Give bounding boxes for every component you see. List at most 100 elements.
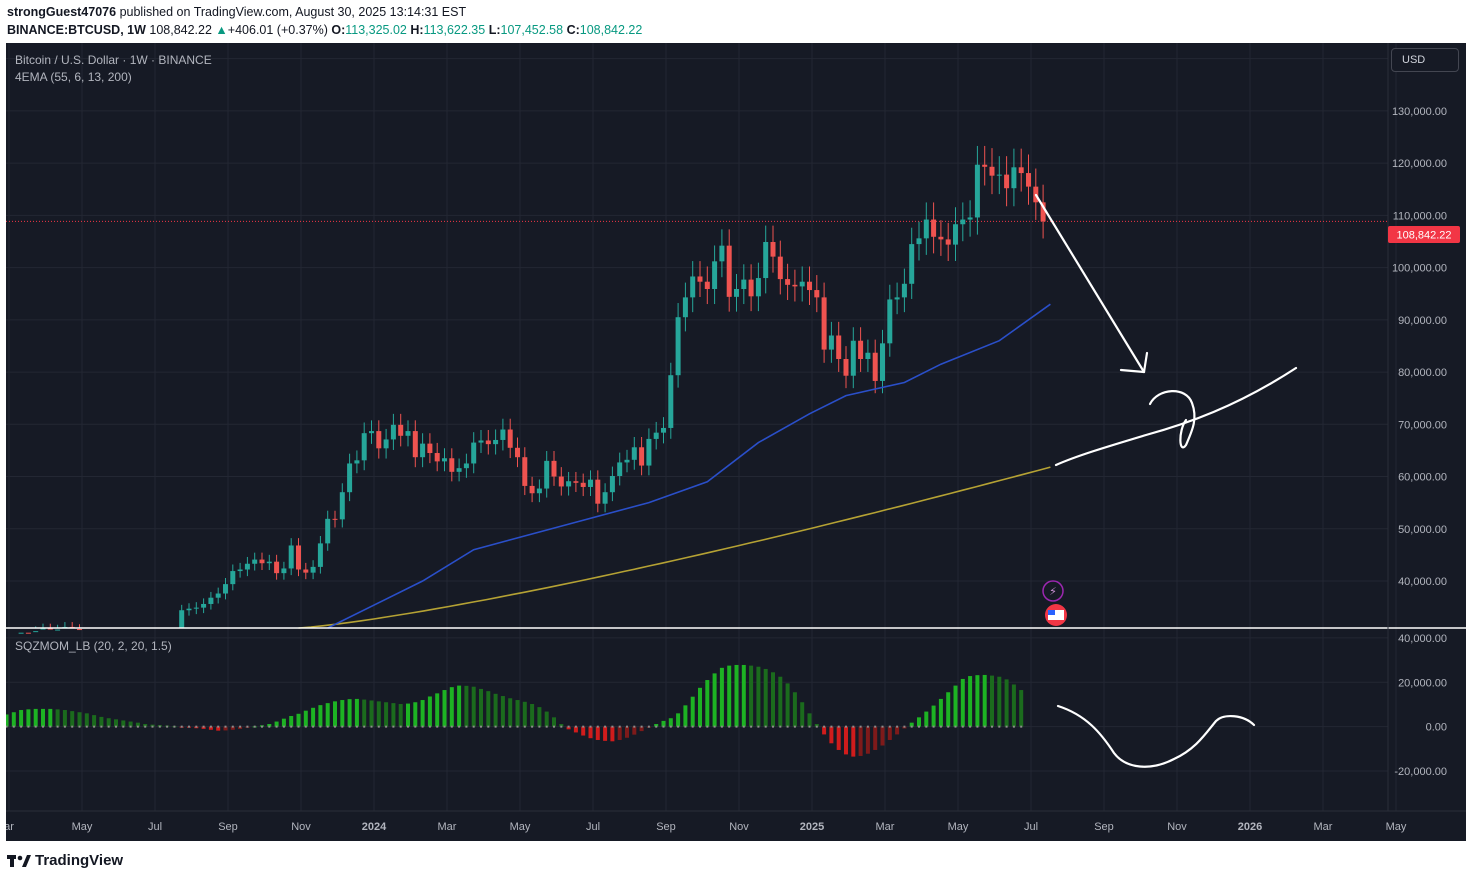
squeeze-dot (421, 725, 424, 728)
sqz-legend[interactable]: SQZMOM_LB (20, 2, 20, 1.5) (15, 639, 172, 653)
squeeze-dot (998, 725, 1001, 728)
time-tick: 2024 (362, 821, 387, 833)
candle (463, 453, 469, 478)
svg-text:⚡: ⚡ (1049, 585, 1057, 598)
squeeze-dot (567, 725, 570, 728)
time-tick: Jul (586, 821, 600, 833)
momentum-bar (719, 667, 724, 727)
momentum-bar (84, 713, 89, 727)
price-label-box (1388, 226, 1460, 243)
squeeze-dot (633, 725, 636, 728)
momentum-bar (333, 701, 337, 727)
candle (807, 266, 812, 306)
momentum-bar (274, 721, 279, 727)
candle (967, 200, 973, 237)
candle (799, 266, 805, 302)
squeeze-dot (107, 725, 110, 728)
candle (529, 476, 535, 503)
ema-legend[interactable]: 4EMA (55, 6, 13, 200) (15, 70, 132, 84)
event-markers[interactable]: ⚡ (1042, 580, 1067, 626)
low-label: L: (488, 23, 501, 37)
candle (193, 602, 199, 615)
candle (617, 452, 623, 486)
squeeze-dot (385, 725, 388, 728)
candle (726, 229, 732, 312)
tradingview-logo-icon (7, 854, 31, 867)
squeeze-dot (209, 725, 212, 728)
squeeze-dot (450, 725, 453, 728)
candle (1011, 148, 1017, 207)
momentum-bar (844, 726, 848, 755)
time-tick: Sep (656, 821, 676, 833)
candle (602, 483, 608, 513)
squeeze-dot (830, 725, 833, 728)
squeeze-dot (823, 725, 826, 728)
momentum-bar (617, 726, 622, 740)
momentum-bar (281, 718, 286, 727)
squeeze-dot (224, 725, 227, 728)
momentum-bar (851, 726, 856, 757)
momentum-bar (62, 710, 67, 727)
momentum-tick: 20,000.00 (1398, 677, 1447, 689)
momentum-bar (223, 726, 228, 731)
squeeze-dot (12, 725, 15, 728)
candle (916, 221, 922, 261)
momentum-bar (990, 675, 994, 727)
chart-canvas[interactable]: 40,000.00 50,000.00 60,000.00 70,000.00 80,0… (6, 43, 1466, 841)
candle (412, 420, 418, 468)
momentum-bar (457, 685, 462, 727)
footer-brand[interactable]: TradingView (35, 852, 124, 869)
momentum-bar (33, 708, 38, 727)
momentum-bar (763, 668, 768, 727)
momentum-bar (705, 680, 710, 727)
candle (909, 227, 915, 299)
squeeze-dot (647, 725, 650, 728)
candle (405, 420, 411, 447)
price-axis: 40,000.00 50,000.00 60,000.00 70,000.00 80,0… (1392, 54, 1447, 588)
ema-200-line[interactable] (298, 466, 1051, 629)
squeeze-dot (720, 725, 723, 728)
squeeze-dot (63, 725, 66, 728)
candle (960, 202, 966, 242)
squeeze-dot (947, 725, 950, 728)
candle (230, 564, 236, 591)
squeeze-dot (115, 725, 117, 728)
chart-title: Bitcoin / U.S. Dollar · 1W · BINANCE (15, 53, 212, 67)
squeeze-dot (611, 725, 614, 728)
candle (442, 448, 447, 472)
candle (551, 450, 557, 486)
momentum-bar (143, 723, 148, 727)
momentum-bar (77, 712, 82, 727)
momentum-bar (70, 711, 75, 727)
publish-user[interactable]: strongGuest47076 (7, 5, 117, 19)
squeeze-dot (370, 725, 373, 728)
momentum-bar (92, 715, 97, 727)
candle (763, 225, 769, 294)
momentum-bar (858, 726, 863, 756)
momentum-bar (924, 711, 929, 727)
momentum-bar (727, 665, 732, 727)
squeeze-dot (326, 725, 329, 728)
low-value: 107,452.58 (500, 23, 564, 37)
squeeze-dot (297, 725, 300, 728)
squeeze-dot (684, 725, 687, 728)
ema-55-line[interactable] (327, 303, 1051, 629)
currency-button[interactable]: USD (1391, 48, 1459, 72)
price-tick: 60,000.00 (1398, 472, 1447, 484)
momentum-bar (756, 666, 761, 727)
squeeze-dot (859, 725, 862, 728)
momentum-bar (406, 703, 410, 727)
time-tick: Mar (1314, 821, 1333, 833)
squeeze-dot (195, 725, 198, 728)
momentum-bar (661, 720, 666, 727)
momentum-bar (442, 690, 447, 727)
momentum-bar (749, 665, 754, 727)
candle (880, 329, 885, 394)
squeeze-dot (261, 725, 263, 728)
change: +406.01 (+0.37%) (227, 23, 328, 37)
momentum-bar (449, 687, 454, 727)
momentum-bar (654, 723, 659, 727)
squeeze-dot (925, 725, 928, 728)
candle (383, 428, 389, 459)
candle (748, 264, 754, 312)
